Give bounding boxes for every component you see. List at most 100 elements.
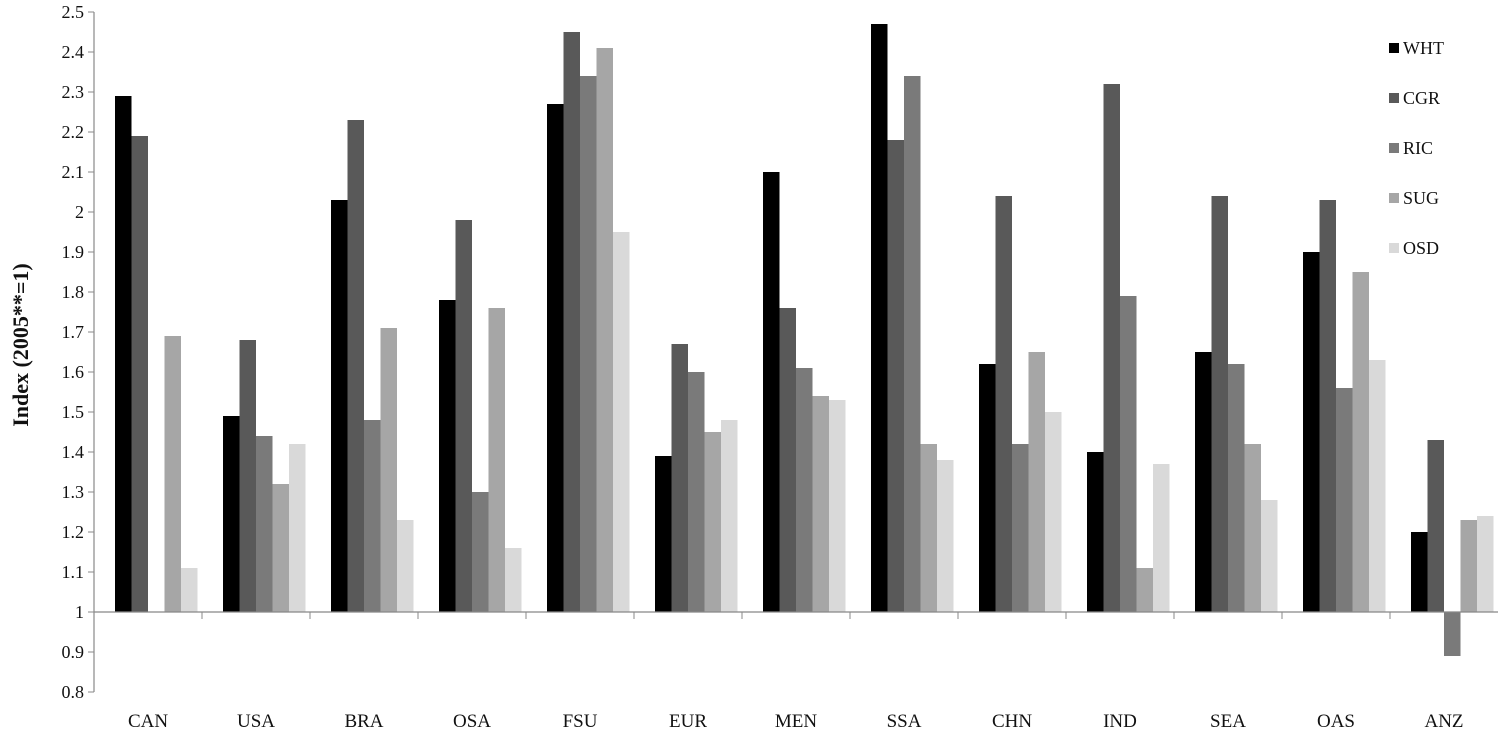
category-label: OAS: [1317, 711, 1355, 731]
bar-ric-fsu: [580, 76, 597, 612]
bar-cgr-osa: [455, 220, 472, 612]
bar-sug-men: [812, 396, 829, 612]
bar-wht-eur: [655, 456, 672, 612]
bar-sug-can: [164, 336, 181, 612]
category-label: IND: [1103, 711, 1137, 731]
bar-sug-chn: [1028, 352, 1045, 612]
y-tick-label: 1.8: [62, 282, 85, 302]
bar-sug-bra: [380, 328, 397, 612]
bar-cgr-anz: [1427, 440, 1444, 612]
category-label: BRA: [344, 711, 383, 731]
bar-sug-fsu: [596, 48, 613, 612]
bar-cgr-ssa: [887, 140, 904, 612]
y-tick-label: 0.9: [62, 642, 85, 662]
legend: WHT CGR RIC SUG OSD: [1389, 38, 1444, 258]
category-label: CAN: [128, 711, 168, 731]
bar-osd-oas: [1369, 360, 1386, 612]
category-label: OSA: [453, 711, 491, 731]
bar-wht-usa: [223, 416, 240, 612]
bar-wht-chn: [979, 364, 996, 612]
bar-ric-ssa: [904, 76, 921, 612]
bar-sug-oas: [1352, 272, 1369, 612]
bar-sug-ssa: [920, 444, 937, 612]
legend-label-sug: SUG: [1403, 188, 1439, 208]
y-tick-label: 1.1: [62, 562, 85, 582]
bar-cgr-men: [779, 308, 796, 612]
bar-ric-oas: [1336, 388, 1353, 612]
bars: [115, 24, 1494, 656]
bar-ric-usa: [256, 436, 273, 612]
bar-ric-anz: [1444, 612, 1461, 656]
bar-wht-sea: [1195, 352, 1212, 612]
y-tick-label: 1.2: [62, 522, 85, 542]
legend-swatch-wht: [1389, 43, 1399, 53]
bar-osd-osa: [505, 548, 522, 612]
bar-osd-anz: [1477, 516, 1494, 612]
category-label: USA: [237, 711, 275, 731]
bar-ric-chn: [1012, 444, 1029, 612]
y-tick-label: 1.9: [62, 242, 85, 262]
y-axis-ticks: 0.8 0.9 1 1.1 1.2 1.3 1.4 1.5 1.6 1.7 1.8 1.9 2 2.1 2.…: [62, 2, 94, 702]
bar-wht-anz: [1411, 532, 1428, 612]
bar-ric-sea: [1228, 364, 1245, 612]
legend-label-cgr: CGR: [1403, 88, 1440, 108]
y-tick-label: 2.3: [62, 82, 85, 102]
legend-swatch-sug: [1389, 193, 1399, 203]
y-tick-label: 2: [75, 202, 84, 222]
category-label: CHN: [992, 711, 1032, 731]
bar-wht-men: [763, 172, 780, 612]
y-axis-label: Index (2005**=1): [8, 263, 33, 427]
legend-label-wht: WHT: [1403, 38, 1444, 58]
legend-swatch-ric: [1389, 143, 1399, 153]
y-tick-label: 1.7: [62, 322, 85, 342]
bar-osd-ind: [1153, 464, 1170, 612]
y-tick-label: 1.6: [62, 362, 85, 382]
bar-ric-eur: [688, 372, 705, 612]
bar-sug-eur: [704, 432, 721, 612]
bar-ric-ind: [1120, 296, 1137, 612]
category-labels: CAN USA BRA OSA FSU EUR MEN SSA CHN IND SEA OAS ANZ: [128, 711, 1464, 731]
category-label: EUR: [669, 711, 707, 731]
bar-cgr-ind: [1103, 84, 1120, 612]
bar-osd-fsu: [613, 232, 630, 612]
category-label: SEA: [1210, 711, 1246, 731]
legend-label-osd: OSD: [1403, 238, 1439, 258]
bar-ric-men: [796, 368, 813, 612]
category-label: SSA: [887, 711, 922, 731]
bar-sug-anz: [1460, 520, 1477, 612]
bar-osd-sea: [1261, 500, 1278, 612]
bar-osd-ssa: [937, 460, 954, 612]
bar-osd-eur: [721, 420, 738, 612]
bar-osd-bra: [397, 520, 414, 612]
bar-cgr-fsu: [563, 32, 580, 612]
bar-sug-usa: [272, 484, 289, 612]
y-tick-label: 2.5: [62, 2, 85, 22]
axes: [93, 12, 1498, 692]
bar-sug-ind: [1136, 568, 1153, 612]
bar-cgr-chn: [995, 196, 1012, 612]
category-label: FSU: [563, 711, 598, 731]
y-tick-label: 1.5: [62, 402, 85, 422]
bar-cgr-oas: [1319, 200, 1336, 612]
bar-cgr-usa: [239, 340, 256, 612]
bar-sug-osa: [488, 308, 505, 612]
y-tick-label: 0.8: [62, 682, 85, 702]
bar-osd-usa: [289, 444, 306, 612]
category-label: MEN: [775, 711, 818, 731]
bar-wht-ind: [1087, 452, 1104, 612]
bar-cgr-eur: [671, 344, 688, 612]
bar-wht-oas: [1303, 252, 1320, 612]
y-tick-label: 1.3: [62, 482, 85, 502]
bar-osd-men: [829, 400, 846, 612]
bar-wht-bra: [331, 200, 348, 612]
legend-label-ric: RIC: [1403, 138, 1433, 158]
bar-wht-osa: [439, 300, 456, 612]
y-tick-label: 1.4: [62, 442, 85, 462]
legend-swatch-cgr: [1389, 93, 1399, 103]
y-tick-label: 1: [75, 602, 84, 622]
bar-wht-can: [115, 96, 132, 612]
bar-ric-osa: [472, 492, 489, 612]
bar-osd-can: [181, 568, 198, 612]
bar-ric-bra: [364, 420, 381, 612]
